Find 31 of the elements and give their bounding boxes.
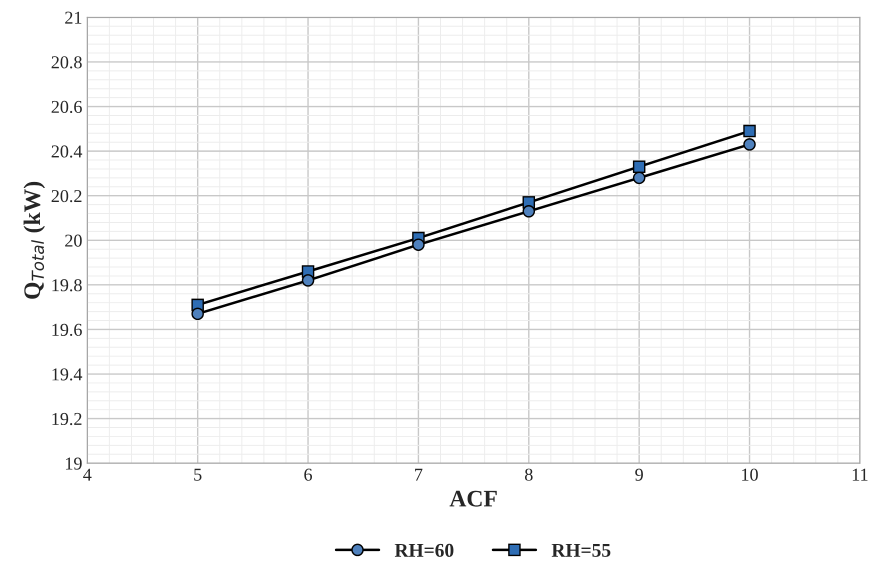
- point: [632, 160, 646, 173]
- x-tick-label: 11: [852, 468, 868, 481]
- x-tick-label: 6: [304, 468, 312, 481]
- point: [302, 274, 314, 287]
- point: [412, 238, 425, 251]
- y-tick-label: 19: [66, 458, 82, 470]
- x-tick-label: 7: [415, 468, 422, 481]
- point: [632, 172, 646, 184]
- y-tick-label: 20.4: [52, 145, 82, 158]
- y-tick-label: 20.8: [52, 56, 82, 68]
- x-tick-label: 10: [742, 468, 758, 481]
- x-tick-label: 9: [635, 468, 643, 481]
- y-tick-label: 20: [65, 234, 82, 247]
- point: [191, 308, 204, 320]
- y-axis-title: Q$_{Total}$ (kW): [24, 182, 45, 299]
- x-axis-title: ACF: [450, 490, 497, 507]
- y-tick-label: 21: [65, 12, 82, 24]
- point: [743, 138, 756, 151]
- point: [743, 124, 756, 138]
- x-tick-label: 5: [194, 468, 202, 481]
- y-tick-label: 19.2: [52, 412, 82, 426]
- legend-label: RH=60: [394, 544, 454, 557]
- x-tick-label: 4: [83, 468, 92, 481]
- y-tick-label: 19.4: [52, 368, 82, 381]
- legend-label: RH=55: [552, 544, 610, 557]
- y-tick-label: 20.2: [52, 190, 82, 202]
- y-tick-label: 20.6: [52, 100, 82, 114]
- y-tick-label: 19.8: [52, 279, 82, 292]
- x-tick-label: 8: [524, 468, 533, 481]
- point: [522, 205, 536, 218]
- y-tick-label: 19.6: [52, 324, 82, 336]
